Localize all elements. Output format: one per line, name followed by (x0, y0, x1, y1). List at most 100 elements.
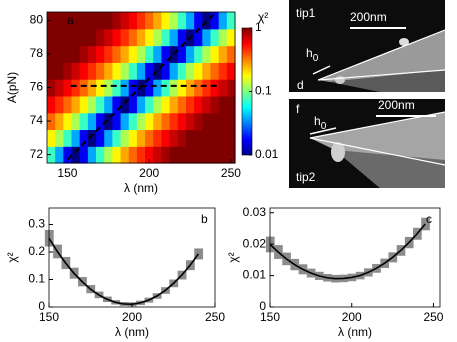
heat-cell (63, 45, 73, 63)
heat-cell (120, 45, 130, 63)
y-tick-label: 0.02 (243, 236, 267, 250)
heat-cell (185, 129, 195, 147)
heat-cell (153, 45, 163, 63)
heat-cell (71, 146, 81, 164)
heat-cell (177, 62, 187, 80)
panel-label: a (67, 13, 74, 27)
heat-cell (128, 146, 138, 164)
heat-cell (63, 146, 73, 164)
heat-cell (87, 45, 97, 63)
y-axis-label: χ² (5, 252, 19, 262)
heat-cell (161, 112, 171, 131)
heat-cell (120, 12, 130, 30)
heat-cell (218, 112, 228, 131)
heat-cell (210, 129, 220, 147)
heat-cell (153, 62, 163, 80)
heat-cell (96, 95, 105, 114)
heat-cell (104, 28, 113, 47)
heat-cell (177, 28, 187, 47)
heat-cell (112, 95, 122, 114)
heat-cell (96, 12, 105, 30)
data-band (194, 248, 204, 260)
heat-cell (210, 112, 220, 131)
heat-cell (169, 45, 179, 63)
heat-cell (47, 79, 56, 97)
data-band (421, 217, 430, 231)
edge-line (317, 29, 446, 81)
heat-cell (71, 62, 81, 80)
heat-cell (153, 146, 163, 164)
heat-cell (153, 129, 163, 147)
heat-cell (202, 146, 212, 164)
heat-cell (210, 95, 220, 114)
heat-cell (104, 112, 113, 131)
heat-cell (218, 79, 228, 97)
heat-cell (185, 146, 195, 164)
panel-label: f (296, 102, 300, 116)
y-tick-label: 0.3 (28, 217, 45, 231)
x-axis-label: λ (nm) (124, 181, 158, 195)
x-tick-label: 150 (57, 166, 77, 180)
heat-cell (226, 146, 236, 164)
x-axis-label: λ (nm) (115, 325, 149, 339)
panel-label: b (201, 212, 208, 226)
x-tick-label: 200 (342, 310, 362, 324)
heat-cell (136, 28, 146, 47)
heat-cell (79, 12, 89, 30)
heat-cell (104, 45, 113, 63)
fit-line (269, 223, 426, 280)
heat-cell (87, 12, 97, 30)
heat-cell (136, 12, 146, 30)
heat-cell (161, 146, 171, 164)
heat-cell (169, 79, 179, 97)
x-tick-label: 250 (221, 166, 241, 180)
heat-cell (145, 45, 154, 63)
heat-cell (194, 12, 203, 30)
particle (399, 38, 409, 46)
apex (331, 142, 345, 162)
height-symbol: h (314, 114, 321, 128)
x-tick-label: 250 (423, 310, 443, 324)
heat-cell (161, 95, 171, 114)
y-tick-label: 0.01 (243, 268, 267, 282)
heat-cell (112, 45, 122, 63)
heat-cell (177, 95, 187, 114)
y-tick-label: 72 (30, 147, 44, 161)
y-axis-label: A(pN) (5, 72, 19, 103)
heat-cell (202, 28, 212, 47)
height-arrow (309, 127, 337, 135)
heat-cell (112, 112, 122, 131)
heat-cell (185, 12, 195, 30)
heat-cell (161, 45, 171, 63)
heat-cell (63, 79, 73, 97)
y-tick-label: 0.03 (243, 205, 267, 219)
heat-cell (145, 12, 154, 30)
heat-cell (47, 28, 56, 47)
heat-cell (218, 12, 228, 30)
heat-cell (145, 79, 154, 97)
heat-cell (55, 28, 64, 47)
heat-cell (47, 45, 56, 63)
y-tick-label: 74 (30, 113, 44, 127)
heat-cell (177, 45, 187, 63)
heat-cell (145, 112, 154, 131)
heat-cell (218, 62, 228, 80)
heat-cell (226, 95, 236, 114)
heat-cell (71, 95, 81, 114)
heat-cell (145, 28, 154, 47)
apex (335, 76, 345, 84)
heat-cell (210, 62, 220, 80)
heat-cell (79, 95, 89, 114)
heat-cell (136, 112, 146, 131)
y-tick-label: 0.1 (28, 272, 45, 286)
heat-cell (112, 79, 122, 97)
heat-cell (153, 12, 163, 30)
heat-cell (128, 28, 138, 47)
heat-cell (226, 28, 236, 47)
heat-cell (128, 62, 138, 80)
heat-cell (79, 112, 89, 131)
heat-cell (218, 45, 228, 63)
heat-cell (136, 95, 146, 114)
heat-cell (55, 95, 64, 114)
heat-cell (79, 129, 89, 147)
